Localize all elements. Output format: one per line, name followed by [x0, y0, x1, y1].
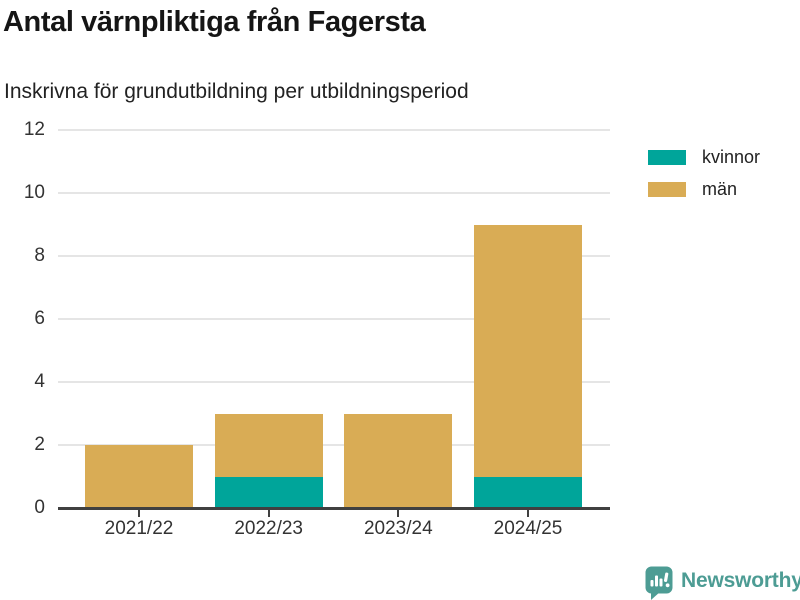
gridline-y10 — [58, 192, 610, 194]
x-axis-tick-label: 2022/23 — [234, 518, 303, 539]
bar-segment-kvinnor-2024/25 — [474, 476, 582, 508]
bar-2024/25 — [474, 224, 582, 508]
bar-segment-män-2022/23 — [214, 413, 323, 477]
gridline-y8 — [58, 255, 610, 257]
x-axis-tick-label: 2021/22 — [104, 518, 174, 539]
y-axis-tick-label: 0 — [34, 497, 45, 518]
x-axis-tick — [397, 510, 400, 517]
y-axis-tick-label: 4 — [34, 371, 45, 392]
plot-area — [58, 129, 610, 508]
legend-label: män — [702, 179, 738, 199]
y-axis-tick-label: 8 — [34, 245, 45, 266]
legend-swatch-män — [648, 182, 686, 197]
gridline-y6 — [58, 318, 610, 320]
legend: kvinnor män — [648, 147, 760, 211]
gridline-y2 — [58, 444, 610, 446]
x-axis-tick — [138, 510, 140, 517]
x-axis-tick — [527, 510, 529, 517]
bar-segment-män-2024/25 — [474, 224, 582, 477]
x-axis-tick — [267, 510, 270, 517]
gridline-y12 — [58, 129, 610, 131]
bar-2022/23 — [214, 413, 323, 508]
x-axis-tick-label: 2023/24 — [363, 518, 433, 539]
bar-segment-män-2021/22 — [85, 445, 193, 508]
y-axis-tick-label: 10 — [23, 182, 45, 203]
bar-2023/24 — [344, 413, 453, 508]
gridline-y4 — [58, 381, 610, 383]
legend-label: kvinnor — [702, 147, 761, 167]
x-axis-tick-label: 2024/25 — [493, 518, 563, 539]
bar-segment-män-2023/24 — [344, 413, 453, 508]
legend-item-män: män — [648, 179, 760, 200]
y-axis-tick-label: 2 — [34, 434, 45, 455]
legend-item-kvinnor: kvinnor — [648, 147, 760, 168]
bar-2021/22 — [85, 445, 193, 508]
y-axis-tick-label: 12 — [23, 119, 45, 140]
bar-segment-kvinnor-2022/23 — [214, 476, 323, 508]
newsworthy-logo: Newsworthy — [645, 566, 800, 600]
newsworthy-icon — [645, 566, 673, 600]
x-axis-line — [58, 507, 610, 510]
chart-title: Antal värnpliktiga från Fagersta — [3, 6, 426, 38]
legend-swatch-kvinnor — [648, 150, 686, 165]
newsworthy-wordmark: Newsworthy — [681, 569, 800, 592]
y-axis-tick-label: 6 — [34, 308, 45, 329]
chart-subtitle: Inskrivna för grundutbildning per utbild… — [4, 80, 469, 103]
